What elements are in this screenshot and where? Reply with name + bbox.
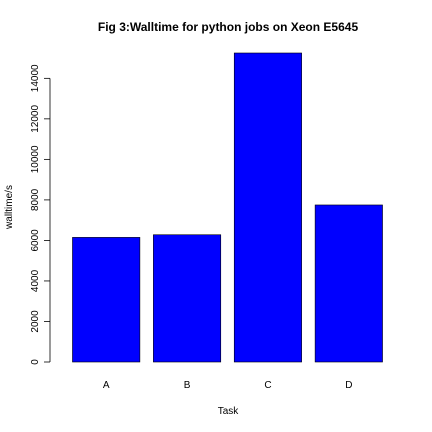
bar-b xyxy=(153,234,222,363)
x-tick-labels: A B C D xyxy=(103,380,353,391)
x-tick-label-d: D xyxy=(345,380,352,391)
y-tick-label-10000: 10000 xyxy=(30,145,41,173)
x-tick-label-b: B xyxy=(184,380,191,391)
x-tick-label-c: C xyxy=(264,380,271,391)
y-tick-label-4000: 4000 xyxy=(30,269,41,292)
x-tick-label-a: A xyxy=(103,380,110,391)
chart-title: Fig 3:Walltime for python jobs on Xeon E… xyxy=(98,20,359,34)
bar-a xyxy=(72,237,141,363)
bar-d xyxy=(314,204,383,363)
y-tick-label-0: 0 xyxy=(30,359,41,365)
y-axis-label: walltime/s xyxy=(4,185,15,230)
y-tick-label-6000: 6000 xyxy=(30,229,41,252)
y-tick-label-8000: 8000 xyxy=(30,188,41,211)
y-axis: 0 2000 4000 6000 8000 10000 12000 14000 xyxy=(30,64,51,365)
bars xyxy=(72,52,383,363)
bar-c xyxy=(233,52,302,363)
y-tick-label-12000: 12000 xyxy=(30,105,41,133)
y-tick-label-2000: 2000 xyxy=(30,310,41,333)
y-tick-label-14000: 14000 xyxy=(30,64,41,92)
x-axis-label: Task xyxy=(218,406,240,417)
